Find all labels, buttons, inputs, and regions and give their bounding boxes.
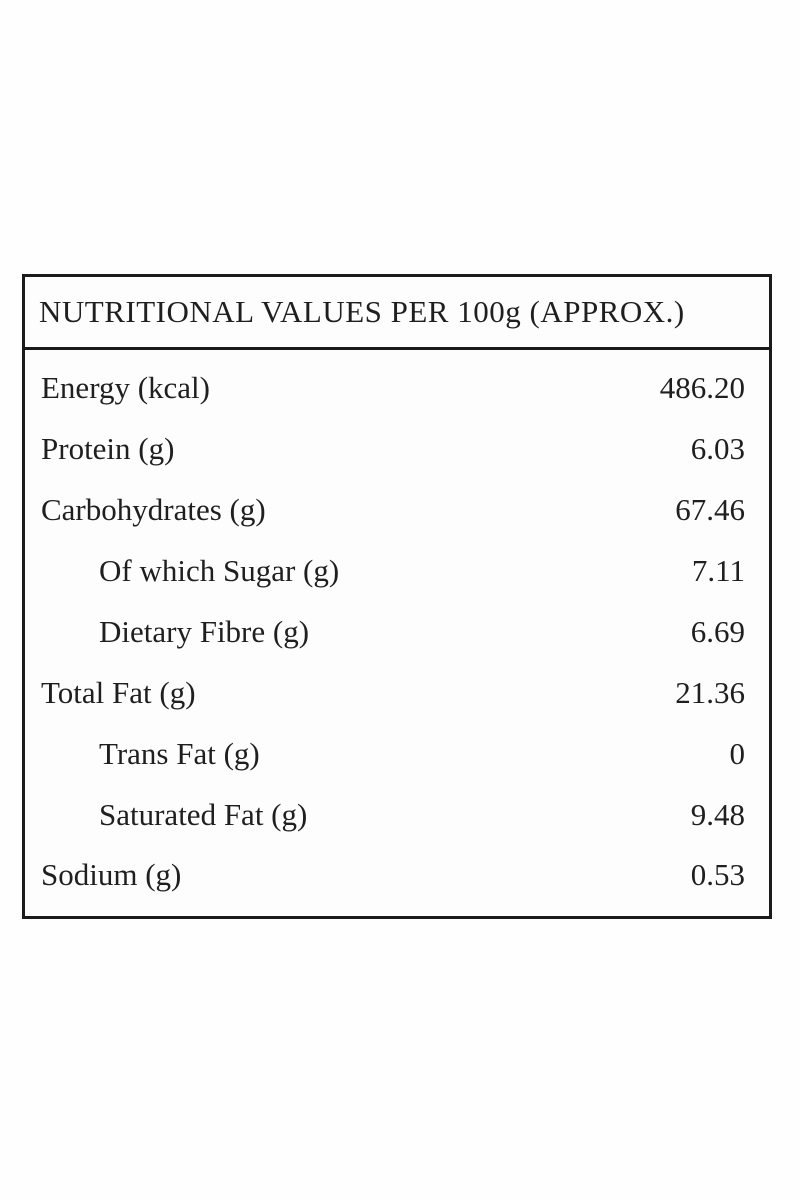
table-title: NUTRITIONAL VALUES PER 100g (APPROX.) (39, 294, 685, 329)
table-row-dietary-fibre: Dietary Fibre (g) 6.69 (25, 614, 769, 650)
row-label: Trans Fat (g) (99, 735, 260, 771)
row-value: 21.36 (675, 674, 745, 710)
table-row-trans-fat: Trans Fat (g) 0 (25, 736, 769, 772)
row-label: Energy (kcal) (41, 370, 210, 406)
table-row-total-fat: Total Fat (g) 21.36 (25, 675, 769, 711)
row-label: Saturated Fat (g) (99, 796, 308, 832)
row-value: 0.53 (690, 857, 745, 893)
row-label: Of which Sugar (g) (99, 553, 340, 589)
row-label: Dietary Fibre (g) (99, 613, 310, 649)
table-row-saturated-fat: Saturated Fat (g) 9.48 (25, 797, 769, 833)
row-label: Total Fat (g) (41, 674, 196, 710)
row-label: Carbohydrates (g) (41, 492, 266, 528)
row-value: 6.03 (690, 431, 745, 467)
table-row-carbohydrates: Carbohydrates (g) 67.46 (25, 492, 769, 528)
row-value: 486.20 (659, 370, 745, 406)
row-value: 0 (729, 735, 746, 771)
row-value: 67.46 (675, 492, 745, 528)
table-row-protein: Protein (g) 6.03 (25, 431, 769, 467)
table-row-energy: Energy (kcal) 486.20 (25, 370, 769, 406)
table-row-sodium: Sodium (g) 0.53 (25, 857, 769, 893)
row-value: 7.11 (691, 553, 745, 589)
table-row-sugar: Of which Sugar (g) 7.11 (25, 553, 769, 589)
row-label: Protein (g) (41, 431, 175, 467)
row-value: 6.69 (690, 613, 745, 649)
row-label: Sodium (g) (41, 857, 182, 893)
row-value: 9.48 (690, 796, 745, 832)
table-header: NUTRITIONAL VALUES PER 100g (APPROX.) (25, 277, 769, 350)
table-body: Energy (kcal) 486.20 Protein (g) 6.03 Ca… (25, 350, 769, 916)
nutrition-table: NUTRITIONAL VALUES PER 100g (APPROX.) En… (22, 274, 772, 919)
